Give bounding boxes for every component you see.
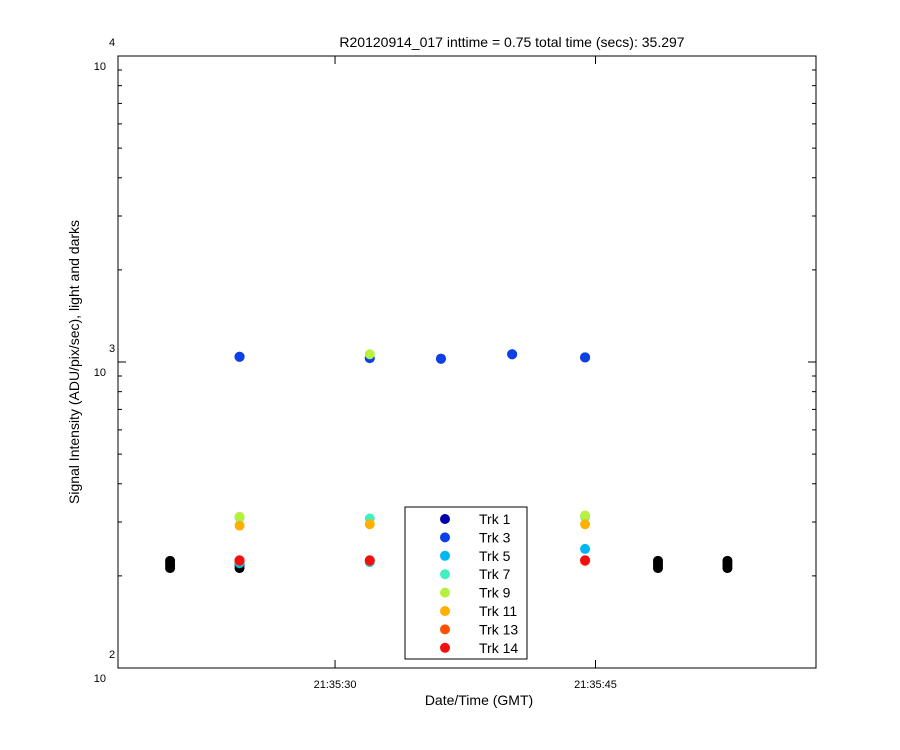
data-point-trk-5 bbox=[580, 543, 591, 554]
data-point-trk-9 bbox=[580, 510, 591, 521]
data-point-trk-14 bbox=[580, 555, 591, 566]
y-axis-label: Signal Intensity (ADU/pix/sec), light an… bbox=[66, 220, 82, 504]
dark-point bbox=[652, 555, 663, 566]
legend-marker bbox=[440, 514, 450, 524]
legend-label: Trk 3 bbox=[479, 529, 511, 545]
data-point-trk-11 bbox=[580, 519, 591, 530]
data-point-trk-3 bbox=[234, 351, 245, 362]
legend-marker bbox=[440, 624, 450, 635]
data-point-trk-14 bbox=[234, 555, 245, 566]
legend-box bbox=[404, 506, 528, 660]
legend-label: Trk 9 bbox=[479, 585, 511, 601]
legend-marker bbox=[440, 569, 450, 580]
legend-label: Trk 11 bbox=[479, 603, 517, 619]
legend: Trk 1 Trk 3 Trk 5 Trk 7 Trk 9 Trk 11 Trk 13 Trk… bbox=[404, 506, 528, 660]
legend-label: Trk 13 bbox=[479, 621, 518, 637]
dark-point bbox=[165, 555, 176, 566]
legend-marker bbox=[440, 532, 450, 543]
data-point-trk-3 bbox=[580, 352, 591, 363]
legend-label: Trk 5 bbox=[479, 548, 511, 564]
y-tick-label: 10 bbox=[94, 367, 106, 379]
data-point-trk-3 bbox=[435, 353, 446, 364]
data-point-trk-3 bbox=[507, 349, 518, 360]
data-points bbox=[165, 349, 733, 574]
legend-label: Trk 7 bbox=[479, 566, 511, 582]
legend-marker bbox=[440, 587, 450, 598]
data-point-trk-9 bbox=[364, 349, 375, 360]
legend-label: Trk 14 bbox=[479, 640, 518, 656]
y-tick-exponent: 2 bbox=[109, 649, 115, 661]
x-tick-label: 21:35:30 bbox=[314, 679, 357, 691]
y-tick-label: 10 bbox=[94, 673, 106, 685]
legend-marker bbox=[440, 642, 450, 653]
chart-title: R20120914_017 inttime = 0.75 total time … bbox=[339, 34, 684, 50]
x-axis-label: Date/Time (GMT) bbox=[425, 692, 533, 708]
axis-ticks bbox=[118, 55, 816, 669]
legend-marker bbox=[440, 550, 450, 561]
data-point-trk-11 bbox=[364, 519, 375, 530]
dark-point bbox=[722, 555, 733, 566]
x-tick-label: 21:35:45 bbox=[574, 679, 617, 691]
y-tick-exponent: 3 bbox=[109, 343, 115, 355]
legend-label: Trk 1 bbox=[479, 511, 511, 527]
legend-marker bbox=[440, 606, 450, 616]
data-point-trk-14 bbox=[364, 555, 375, 566]
y-tick-exponent: 4 bbox=[109, 37, 115, 49]
y-tick-label: 10 bbox=[94, 61, 106, 73]
data-point-trk-11 bbox=[234, 520, 245, 531]
data-point-trk-9 bbox=[234, 511, 245, 522]
